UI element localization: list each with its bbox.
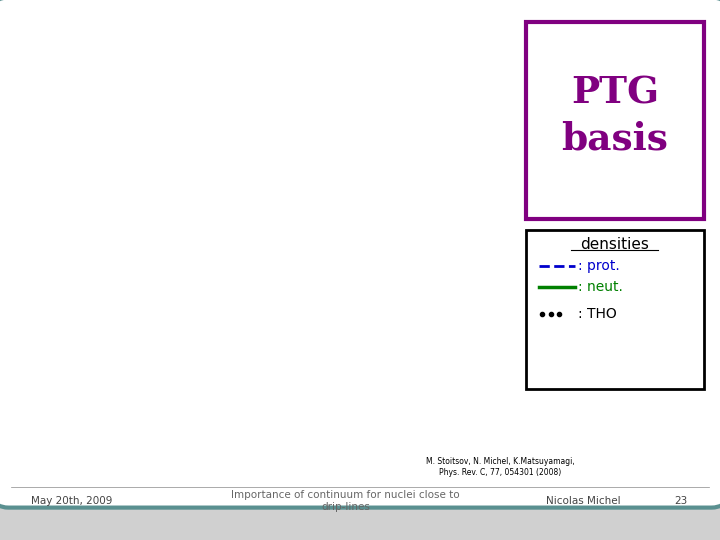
Text: May 20th, 2009: May 20th, 2009 [31,496,113,506]
Text: M. Stoitsov, N. Michel, K.Matsuyamagi,
Phys. Rev. C, 77, 054301 (2008): M. Stoitsov, N. Michel, K.Matsuyamagi, P… [426,457,575,477]
Y-axis label: $\rho(r)$ (fm$^{-3}$): $\rho(r)$ (fm$^{-3}$) [17,358,32,411]
Text: 23: 23 [674,496,687,506]
FancyBboxPatch shape [526,230,704,389]
Text: : THO: : THO [578,307,617,321]
X-axis label: r (fm): r (fm) [159,474,191,484]
Text: : prot.: : prot. [578,259,620,273]
Text: : neut.: : neut. [578,280,623,294]
Text: Nicolas Michel: Nicolas Michel [546,496,621,506]
Y-axis label: $\rho(r)$ (fm$^{-3}$): $\rho(r)$ (fm$^{-3}$) [17,217,32,270]
Text: $^{110}$Zr: $^{110}$Zr [192,53,225,70]
Text: densities: densities [580,237,649,252]
Text: $^{40}$Mg (prolate): $^{40}$Mg (prolate) [85,334,169,354]
Y-axis label: $\rho(r)$ (fm$^{-3}$): $\rho(r)$ (fm$^{-3}$) [17,76,32,129]
Text: Long axis: Long axis [107,48,147,56]
Text: Short axis: Short axis [81,122,123,130]
FancyBboxPatch shape [526,22,704,219]
X-axis label: r (fm): r (fm) [387,474,419,484]
FancyBboxPatch shape [0,0,720,508]
Text: PTG
basis: PTG basis [562,75,668,158]
Text: $^{40}$Mg (oblate): $^{40}$Mg (oblate) [85,194,164,213]
Text: Importance of continuum for nuclei close to
drip-lines: Importance of continuum for nuclei close… [231,490,460,512]
